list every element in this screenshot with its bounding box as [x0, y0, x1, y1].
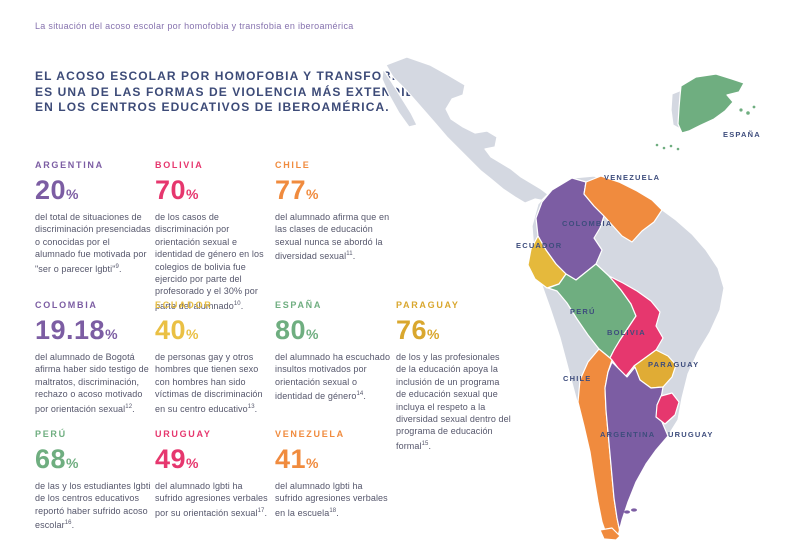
title-line-2: ES UNA DE LAS FORMAS DE VIOLENCIA MÁS EX…	[35, 84, 426, 99]
stat-description: del alumnado lgbti ha sufrido agresiones…	[275, 481, 388, 518]
stat-colombia: COLOMBIA 19.18% del alumnado de Bogotá a…	[35, 300, 151, 415]
map-label-argentina: ARGENTINA	[600, 430, 655, 439]
map-region-baja-california	[381, 68, 418, 128]
stat-description: de personas gay y otros hombres que tien…	[155, 352, 263, 414]
stat-country-label: VENEZUELA	[275, 429, 345, 439]
stat-description: del alumnado de Bogotá afirma haber sido…	[35, 352, 149, 414]
stat-value: 76%	[396, 315, 440, 345]
stat-country-label: BOLIVIA	[155, 160, 204, 170]
percent-sign: %	[427, 326, 440, 342]
stat-description: del total de situaciones de discriminaci…	[35, 212, 151, 274]
percent-sign: %	[186, 186, 199, 202]
footnote-marker: 9	[115, 263, 119, 270]
percent-sign: %	[186, 326, 199, 342]
title-line-3: EN LOS CENTROS EDUCATIVOS DE IBEROAMÉRIC…	[35, 100, 390, 114]
iberoamerica-map: ESPAÑA VENEZUELA COLOMBIA ECUADOR PERÚ B…	[381, 56, 761, 541]
percent-sign: %	[105, 326, 119, 342]
percent-sign: %	[186, 455, 199, 471]
percent-sign: %	[66, 455, 79, 471]
stat-country-label: PARAGUAY	[396, 300, 460, 310]
stat-description: del alumnado lgbti ha sufrido agresiones…	[155, 481, 268, 518]
footnote-marker: 12	[125, 403, 133, 410]
stat-peru: PERÚ 68% de las y los estudiantes lgbti …	[35, 429, 151, 532]
map-label-venezuela: VENEZUELA	[604, 173, 660, 182]
map-island-canary-4	[676, 147, 680, 151]
stat-bolivia: BOLIVIA 70% de los casos de discriminaci…	[155, 160, 271, 312]
stat-description: de los y las profesionales de la educaci…	[396, 352, 511, 451]
map-island-canary-3	[669, 144, 673, 148]
stat-venezuela: VENEZUELA 41% del alumnado lgbti ha sufr…	[275, 429, 391, 519]
percent-sign: %	[306, 326, 319, 342]
map-label-ecuador: ECUADOR	[516, 241, 562, 250]
stat-description: de las y los estudiantes lgbti de los ce…	[35, 481, 151, 531]
map-label-bolivia: BOLIVIA	[607, 328, 646, 337]
footnote-marker: 11	[346, 251, 353, 258]
stat-country-label: URUGUAY	[155, 429, 212, 439]
map-label-chile: CHILE	[563, 374, 592, 383]
percent-sign: %	[306, 455, 319, 471]
stat-value: 40%	[155, 315, 199, 345]
percent-sign: %	[66, 186, 79, 202]
stat-uruguay: URUGUAY 49% del alumnado lgbti ha sufrid…	[155, 429, 271, 519]
stat-value: 19.18%	[35, 315, 119, 345]
page-subtitle: La situación del acoso escolar por homof…	[35, 21, 354, 31]
stat-country-label: CHILE	[275, 160, 311, 170]
stat-chile: CHILE 77% del alumnado afirma que en las…	[275, 160, 391, 263]
page-title: EL ACOSO ESCOLAR POR HOMOFOBIA Y TRANSFO…	[35, 69, 425, 116]
stat-country-label: COLOMBIA	[35, 300, 98, 310]
map-label-espana: ESPAÑA	[723, 130, 761, 139]
map-country-uruguay	[655, 392, 680, 425]
map-island-balearic-3	[752, 105, 756, 109]
title-line-1: EL ACOSO ESCOLAR POR HOMOFOBIA Y TRANSFO…	[35, 69, 407, 83]
stat-value: 77%	[275, 175, 319, 205]
map-label-peru: PERÚ	[570, 307, 596, 316]
stat-value: 41%	[275, 444, 319, 474]
stat-espana: ESPAÑA 80% del alumnado ha escuchado ins…	[275, 300, 391, 403]
stat-country-label: ESPAÑA	[275, 300, 323, 310]
percent-sign: %	[306, 186, 319, 202]
footnote-marker: 14	[356, 391, 364, 398]
stat-value: 68%	[35, 444, 79, 474]
stat-paraguay: PARAGUAY 76% de los y las profesionales …	[396, 300, 512, 452]
stat-argentina: ARGENTINA 20% del total de situaciones d…	[35, 160, 151, 275]
map-label-uruguay: URUGUAY	[668, 430, 714, 439]
footnote-marker: 17	[257, 507, 265, 514]
stat-value: 20%	[35, 175, 79, 205]
footnote-marker: 18	[329, 507, 337, 514]
stat-description: del alumnado ha escuchado insultos motiv…	[275, 352, 391, 402]
map-island-canary-2	[662, 146, 666, 150]
stat-description: del alumnado afirma que en las clases de…	[275, 212, 390, 262]
footnote-marker: 13	[247, 403, 255, 410]
stat-description: de los casos de discriminación por orien…	[155, 212, 264, 311]
stat-country-label: ARGENTINA	[35, 160, 104, 170]
map-country-argentina	[604, 361, 669, 537]
map-country-venezuela	[583, 175, 663, 243]
stat-value: 70%	[155, 175, 199, 205]
footnote-marker: 15	[421, 440, 429, 447]
stat-value: 80%	[275, 315, 319, 345]
map-label-paraguay: PARAGUAY	[648, 360, 699, 369]
stat-country-label: PERÚ	[35, 429, 67, 439]
stat-value: 49%	[155, 444, 199, 474]
map-region-mexico-central-america	[385, 56, 550, 204]
stat-country-label: ECUADOR	[155, 300, 213, 310]
map-island-falkland-west	[624, 510, 630, 514]
map-island-falkland-east	[631, 508, 637, 512]
map-label-colombia: COLOMBIA	[562, 219, 612, 228]
map-island-balearic-1	[739, 108, 743, 112]
map-country-espana	[677, 73, 745, 134]
footnote-marker: 10	[233, 300, 241, 307]
footnote-marker: 16	[64, 520, 72, 527]
map-island-balearic-2	[746, 111, 750, 115]
map-island-canary-1	[655, 143, 659, 147]
map-island-tierra-del-fuego	[599, 527, 621, 541]
stat-ecuador: ECUADOR 40% de personas gay y otros homb…	[155, 300, 271, 415]
